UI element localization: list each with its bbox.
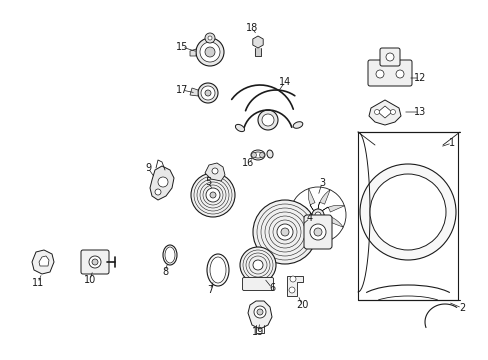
Ellipse shape (266, 150, 272, 158)
Ellipse shape (163, 245, 177, 265)
Polygon shape (204, 163, 224, 181)
Circle shape (207, 36, 212, 40)
Polygon shape (247, 301, 271, 329)
Circle shape (390, 109, 395, 114)
Text: 15: 15 (176, 42, 188, 52)
FancyBboxPatch shape (379, 48, 399, 66)
Text: 17: 17 (176, 85, 188, 95)
FancyBboxPatch shape (304, 215, 331, 249)
Circle shape (253, 306, 265, 318)
Text: 11: 11 (32, 278, 44, 288)
Text: 2: 2 (458, 303, 464, 313)
Circle shape (204, 33, 215, 43)
Circle shape (204, 47, 215, 57)
Ellipse shape (252, 152, 263, 158)
Circle shape (385, 53, 393, 61)
Circle shape (289, 276, 295, 282)
FancyBboxPatch shape (242, 278, 273, 291)
Text: 9: 9 (144, 163, 151, 173)
Circle shape (359, 164, 455, 260)
Circle shape (259, 153, 264, 158)
Circle shape (257, 309, 263, 315)
Circle shape (258, 110, 278, 130)
Polygon shape (317, 190, 329, 209)
Polygon shape (252, 36, 263, 48)
Polygon shape (291, 218, 313, 225)
Text: 4: 4 (306, 213, 312, 223)
Polygon shape (32, 250, 54, 274)
Circle shape (212, 168, 218, 174)
Circle shape (198, 83, 218, 103)
Circle shape (92, 259, 98, 265)
Polygon shape (307, 189, 314, 211)
Circle shape (395, 70, 403, 78)
Circle shape (158, 177, 168, 187)
Circle shape (374, 109, 379, 114)
Text: 18: 18 (245, 23, 258, 33)
Circle shape (281, 228, 288, 236)
Polygon shape (322, 205, 344, 212)
Circle shape (191, 173, 235, 217)
Text: 1: 1 (448, 138, 454, 148)
Text: 14: 14 (278, 77, 290, 87)
Polygon shape (286, 276, 303, 296)
Text: 16: 16 (242, 158, 254, 168)
Polygon shape (190, 88, 198, 96)
Ellipse shape (235, 125, 244, 132)
Text: 13: 13 (413, 107, 425, 117)
Circle shape (200, 42, 220, 62)
Polygon shape (377, 106, 391, 118)
Circle shape (252, 200, 316, 264)
Circle shape (375, 70, 383, 78)
FancyBboxPatch shape (367, 60, 411, 86)
Text: 3: 3 (318, 178, 325, 188)
Circle shape (276, 224, 292, 240)
Polygon shape (305, 221, 317, 240)
Circle shape (240, 247, 275, 283)
Text: 20: 20 (295, 300, 307, 310)
Circle shape (314, 212, 320, 218)
Text: 5: 5 (204, 177, 211, 187)
Circle shape (89, 256, 101, 268)
Circle shape (288, 287, 294, 293)
Text: 12: 12 (413, 73, 426, 83)
Circle shape (309, 224, 325, 240)
Circle shape (196, 38, 224, 66)
Circle shape (155, 189, 161, 195)
Ellipse shape (209, 257, 225, 283)
Polygon shape (39, 256, 49, 266)
Circle shape (313, 228, 321, 236)
Polygon shape (292, 203, 311, 215)
Circle shape (252, 260, 263, 270)
Text: 6: 6 (268, 283, 274, 293)
Circle shape (311, 209, 324, 221)
Circle shape (205, 188, 220, 202)
Circle shape (262, 114, 273, 126)
Text: 7: 7 (206, 285, 213, 295)
Polygon shape (324, 215, 343, 227)
Polygon shape (190, 49, 196, 56)
Ellipse shape (164, 247, 175, 263)
FancyBboxPatch shape (81, 250, 109, 274)
Circle shape (251, 153, 256, 158)
Circle shape (201, 86, 215, 100)
Ellipse shape (250, 150, 264, 160)
Bar (357, 132, 457, 300)
Circle shape (204, 90, 210, 96)
Text: 19: 19 (251, 327, 264, 337)
Text: 10: 10 (84, 275, 96, 285)
Ellipse shape (293, 122, 302, 128)
Polygon shape (368, 100, 400, 125)
Circle shape (369, 174, 445, 250)
Text: 8: 8 (162, 267, 168, 277)
Polygon shape (320, 219, 327, 242)
Polygon shape (150, 166, 174, 200)
Ellipse shape (206, 254, 228, 286)
Circle shape (209, 192, 216, 198)
